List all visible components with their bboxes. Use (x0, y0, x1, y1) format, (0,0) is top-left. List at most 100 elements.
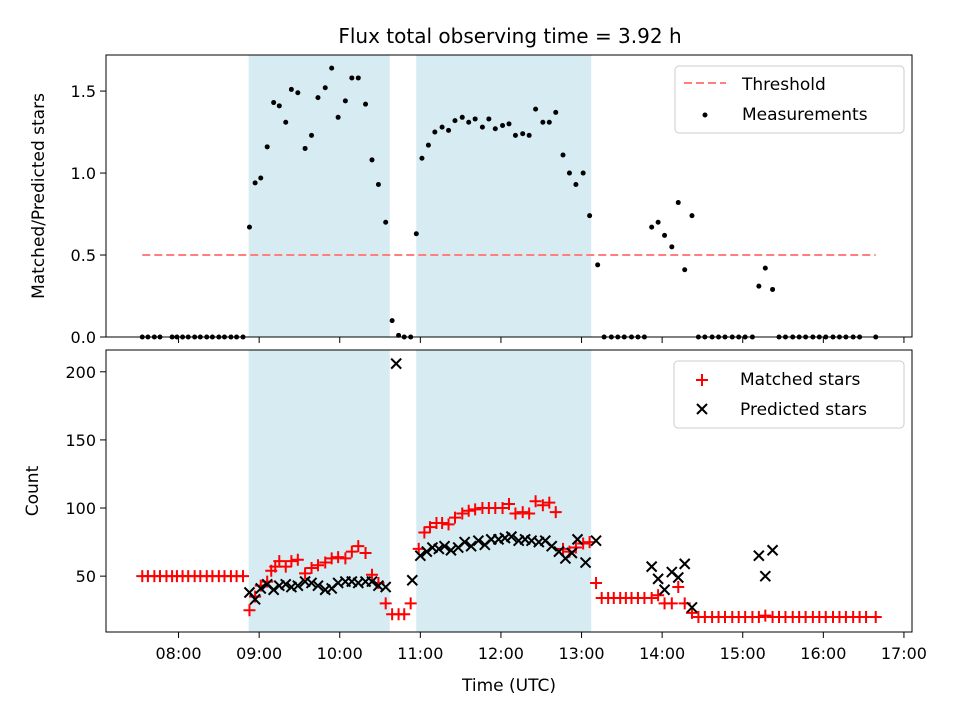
bottom-legend-box (673, 360, 905, 429)
predicted-marker-2 (255, 582, 267, 595)
shaded-interval-2 (416, 55, 592, 337)
top-ytick-label-3: 1.5 (71, 82, 96, 101)
measurement-point-83 (682, 267, 688, 273)
measurement-point-28 (315, 95, 321, 101)
measurement-point-39 (389, 318, 395, 324)
measurement-point-81 (669, 244, 675, 250)
xtick-label-2: 10:00 (317, 644, 363, 663)
predicted-star-markers (243, 357, 779, 614)
measurement-point-25 (295, 90, 301, 96)
top-plot-frame (105, 54, 913, 338)
measurement-point-23 (283, 119, 289, 125)
legend-measurements-label: Measurements (742, 105, 868, 125)
matched-marker-98 (759, 609, 772, 622)
top-ytick-label-1: 0.5 (71, 246, 96, 265)
matched-marker-44 (404, 597, 417, 610)
predicted-marker-47 (566, 547, 578, 559)
predicted-marker-11 (312, 579, 324, 592)
matched-marker-37 (359, 546, 372, 559)
matched-marker-46 (418, 526, 431, 539)
matched-marker-81 (645, 591, 658, 604)
predicted-marker-49 (579, 556, 592, 569)
xtick-label-8: 16:00 (800, 644, 846, 663)
predicted-marker-57 (686, 601, 698, 614)
predicted-marker-51 (645, 560, 658, 573)
bottom-ytick-label-1: 100 (65, 499, 96, 518)
measurement-point-36 (369, 157, 375, 163)
matched-marker-52 (456, 507, 469, 520)
matched-marker-58 (496, 502, 509, 515)
xtick-label-3: 11:00 (397, 644, 443, 663)
measurement-point-30 (329, 65, 335, 71)
matched-marker-33 (332, 551, 345, 564)
bottom-shaded-intervals (248, 350, 592, 632)
matched-marker-27 (291, 553, 304, 566)
measurement-point-18 (252, 180, 258, 186)
measurement-point-59 (520, 131, 526, 137)
measurement-point-95 (762, 265, 768, 271)
predicted-marker-1 (249, 593, 261, 606)
top-shaded-intervals (248, 55, 592, 337)
matched-marker-64 (536, 499, 549, 512)
matched-marker-61 (516, 506, 529, 519)
bottom-plot-frame (105, 349, 913, 633)
measurement-point-37 (375, 182, 381, 188)
predicted-marker-24 (414, 550, 427, 562)
predicted-marker-29 (445, 544, 457, 556)
top-x-axis-ticks (178, 337, 905, 343)
matched-marker-26 (285, 555, 298, 568)
measurement-point-27 (309, 132, 315, 138)
measurement-point-63 (546, 119, 552, 125)
measurement-point-54 (486, 116, 492, 122)
bottom-y-axis-label: Count (23, 465, 43, 516)
predicted-marker-50 (590, 535, 602, 547)
matched-marker-63 (529, 495, 542, 508)
predicted-marker-59 (759, 570, 772, 582)
top-y-axis-label: Matched/Predicted stars (29, 93, 49, 299)
matched-marker-84 (665, 597, 678, 610)
measurement-point-33 (349, 75, 355, 81)
predicted-marker-23 (406, 574, 418, 586)
bottom-ytick-label-3: 200 (65, 363, 96, 382)
measurement-point-57 (506, 121, 512, 127)
matched-marker-31 (319, 556, 332, 569)
matched-star-markers (136, 495, 882, 624)
matched-marker-114 (869, 611, 882, 624)
top-y-axis-ticks: 0.0 0.5 1.0 1.5 (71, 82, 106, 347)
top-legend-box (674, 65, 905, 134)
predicted-marker-44 (546, 540, 558, 552)
measurement-point-46 (432, 129, 438, 135)
measurement-point-49 (452, 118, 458, 124)
xtick-label-5: 13:00 (558, 644, 604, 663)
count-panel: 50 100 150 200 08:00 09:00 10:00 11:00 12:00 13:… (23, 349, 927, 696)
xtick-label-9: 17:00 (881, 644, 927, 663)
matched-marker-82 (652, 589, 665, 602)
matched-marker-65 (543, 496, 556, 509)
ratio-panel: 0.0 0.5 1.0 1.5 Matched/Predicted stars Thr… (29, 54, 913, 347)
predicted-marker-6 (280, 578, 292, 591)
measurement-point-62 (540, 119, 546, 125)
measurement-point-70 (595, 262, 601, 268)
measurement-point-82 (675, 200, 681, 206)
matched-marker-69 (569, 541, 582, 554)
matched-marker-60 (509, 507, 522, 520)
measurement-point-21 (271, 100, 277, 106)
matched-marker-53 (462, 504, 475, 517)
measurement-point-55 (492, 126, 498, 132)
measurement-point-58 (512, 132, 518, 138)
legend-predicted-label: Predicted stars (740, 400, 867, 420)
measurement-point-50 (459, 114, 465, 120)
bottom-y-axis-ticks: 50 100 150 200 (65, 363, 106, 586)
measurement-point-31 (335, 114, 341, 120)
matched-marker-30 (311, 559, 324, 572)
predicted-marker-25 (421, 545, 433, 558)
matched-marker-49 (436, 517, 449, 530)
matched-marker-47 (424, 521, 437, 534)
top-ytick-label-2: 1.0 (71, 164, 96, 183)
matched-marker-40 (379, 597, 392, 610)
measurement-point-64 (553, 109, 559, 115)
measurement-point-17 (246, 224, 252, 230)
legend-predicted-swatch (696, 403, 708, 415)
measurement-point-43 (413, 231, 419, 237)
matched-marker-35 (345, 545, 358, 558)
